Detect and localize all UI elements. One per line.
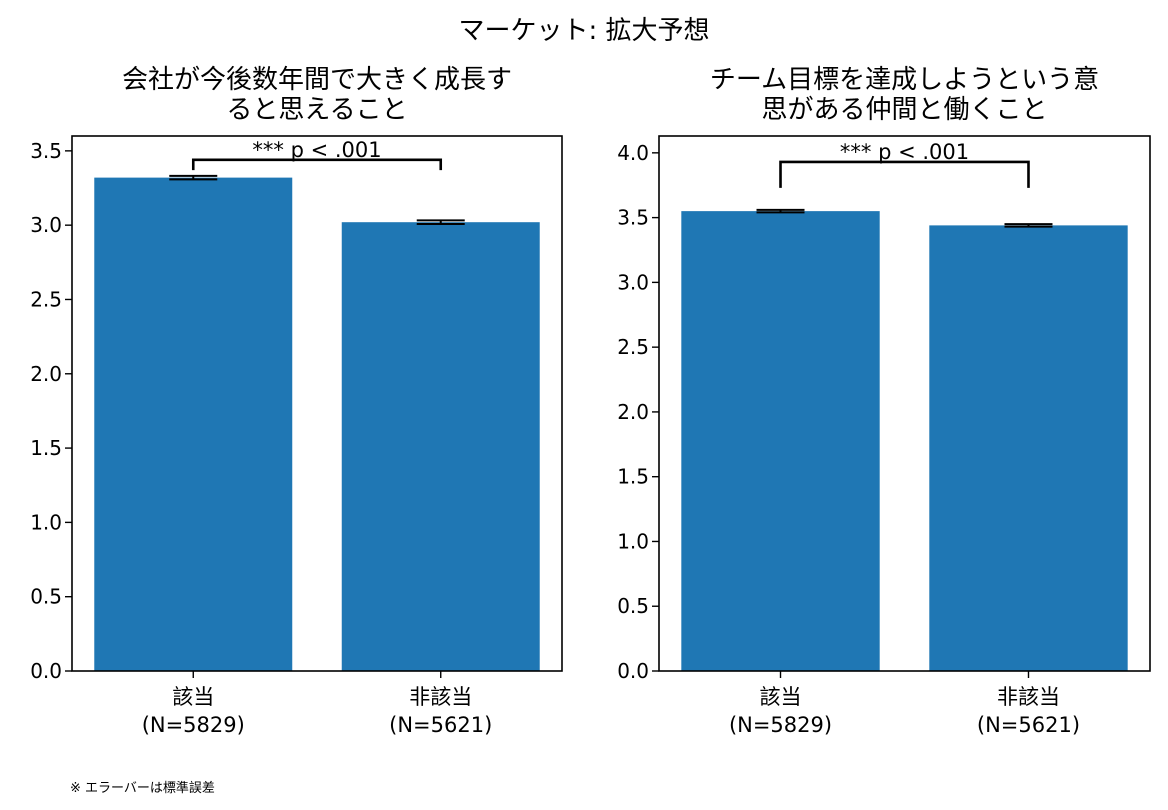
panel-1-xtick-label-1-line-2: (N=5829) [142,713,245,737]
panel-2-ytick-label-0: 0.0 [617,659,649,683]
panel-1-significance-bracket [191,158,443,171]
panel-2-ytick-label-8: 4.0 [617,141,649,165]
panel-1-ytick-label-0: 0.0 [30,659,62,683]
error-bar-footnote: ※ エラーバーは標準誤差 [70,781,215,796]
panel-1-ytick-label-5: 2.5 [30,287,62,311]
panel-2-significance-bracket [779,160,1030,188]
panel-2-significance-label: *** p < .001 [840,140,969,164]
panel-2-title-line-1: チーム目標を達成しようという意 [710,65,1099,95]
panel-1-plot-frame [71,135,563,672]
panel-1-bar-2 [341,222,540,671]
panel-1-significance-label: *** p < .001 [252,138,381,162]
panel-1-ytick-label-7: 3.5 [30,139,62,163]
panel-2-plot-frame [658,135,1151,672]
panel-1-ytick-label-3: 1.5 [30,436,62,460]
figure-suptitle: マーケット: 拡大予想 [458,16,710,46]
panel-2-xtick-label-1-line-1: 該当 [760,685,802,709]
panel-1-ytick-label-1: 0.5 [30,585,62,609]
panel-1-ytick-label-6: 3.0 [30,213,62,237]
panel-2-ytick-label-3: 1.5 [617,465,649,489]
panel-2-xtick-label-2-line-1: 非該当 [997,685,1060,709]
panel-2-ytick-label-6: 3.0 [617,270,649,294]
panel-1-bar-1 [94,177,293,671]
panel-2-bar-2 [929,225,1128,671]
panel-1-xtick-label-2-line-2: (N=5621) [389,713,492,737]
panel-2-xtick-label-2-line-2: (N=5621) [977,713,1080,737]
panel-2-ytick-label-7: 3.5 [617,206,649,230]
panel-2-ytick-label-1: 0.5 [617,594,649,618]
panel-2-xtick-label-1-line-2: (N=5829) [729,713,832,737]
panel-2-ytick-label-5: 2.5 [617,335,649,359]
panel-1-ytick-label-2: 1.0 [30,510,62,534]
panel-2-title-line-2: 思がある仲間と働くこと [761,95,1047,125]
panel-2-ytick-label-2: 1.0 [617,529,649,553]
panel-2-ytick-label-4: 2.0 [617,400,649,424]
panel-1-xtick-label-1-line-1: 該当 [172,685,214,709]
panel-1-ytick-label-4: 2.0 [30,362,62,386]
panel-2-bar-1 [681,211,880,671]
panel-1-title-line-2: ると思えること [226,95,407,125]
panel-1-xtick-label-2-line-1: 非該当 [409,685,472,709]
panel-1-title-line-1: 会社が今後数年間で大きく成長す [122,65,512,95]
